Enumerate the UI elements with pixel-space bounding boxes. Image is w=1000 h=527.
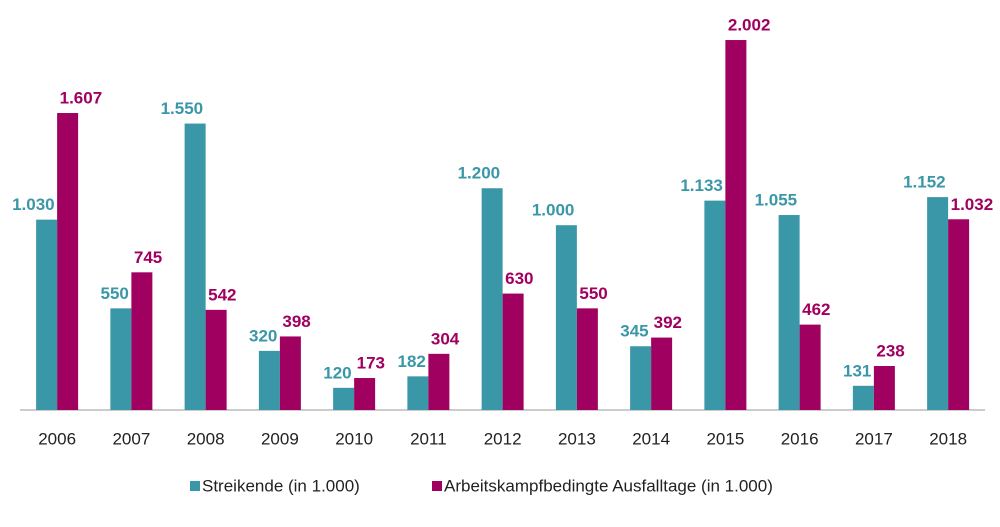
- value-label: 745: [134, 248, 162, 267]
- x-tick-label: 2014: [632, 429, 670, 448]
- x-tick-label: 2018: [929, 429, 967, 448]
- value-label: 1.133: [680, 176, 723, 195]
- bar: [555, 225, 577, 410]
- x-tick-label: 2007: [112, 429, 150, 448]
- bar: [725, 40, 747, 411]
- bar: [57, 113, 79, 410]
- value-label: 2.002: [728, 16, 771, 35]
- value-label: 392: [654, 313, 682, 332]
- bar: [258, 350, 280, 410]
- bar: [873, 366, 895, 410]
- value-label: 550: [579, 284, 607, 303]
- bar: [852, 385, 874, 410]
- value-label: 462: [802, 300, 830, 319]
- bar: [333, 387, 355, 410]
- x-tick-label: 2006: [38, 429, 76, 448]
- value-label: 345: [620, 322, 648, 341]
- bar: [36, 219, 58, 410]
- bar: [354, 378, 376, 410]
- x-tick-label: 2015: [706, 429, 744, 448]
- bar: [481, 188, 503, 410]
- value-label: 630: [505, 269, 533, 288]
- value-label: 542: [208, 285, 236, 304]
- value-label: 1.030: [12, 195, 55, 214]
- value-label: 320: [249, 326, 277, 345]
- x-tick-label: 2010: [335, 429, 373, 448]
- bar: [651, 337, 673, 410]
- value-label: 131: [843, 361, 871, 380]
- value-label: 182: [398, 352, 426, 371]
- x-tick-label: 2011: [410, 429, 447, 448]
- value-label: 238: [876, 342, 904, 361]
- value-label: 1.550: [161, 99, 204, 118]
- value-label: 1.152: [903, 173, 946, 192]
- value-label: 1.055: [755, 191, 798, 210]
- x-tick-label: 2017: [855, 429, 893, 448]
- x-tick-label: 2016: [781, 429, 819, 448]
- x-tick-label: 2012: [484, 429, 522, 448]
- bar: [407, 376, 429, 410]
- value-label: 1.032: [951, 195, 994, 214]
- legend-swatch: [432, 481, 442, 491]
- value-label: 398: [282, 312, 310, 331]
- bar: [948, 219, 970, 410]
- bar: [279, 336, 301, 410]
- value-label: 1.200: [458, 164, 501, 183]
- bar: [576, 308, 598, 410]
- bar: [110, 308, 132, 410]
- value-label: 173: [357, 354, 385, 373]
- value-label: 120: [323, 363, 351, 382]
- value-label: 550: [101, 284, 129, 303]
- bar: [799, 324, 821, 410]
- bar: [927, 197, 949, 410]
- bar: [428, 353, 450, 410]
- x-tick-label: 2009: [261, 429, 299, 448]
- x-tick-label: 2008: [187, 429, 225, 448]
- bar: [205, 309, 227, 410]
- value-label: 1.000: [532, 201, 575, 220]
- legend-label: Arbeitskampfbedingte Ausfalltage (in 1.0…: [444, 476, 773, 495]
- bar: [502, 293, 524, 410]
- bar: [184, 123, 206, 410]
- x-tick-label: 2013: [558, 429, 596, 448]
- bar: [131, 272, 153, 410]
- legend-swatch: [190, 481, 200, 491]
- bar: [778, 215, 800, 410]
- bar: [704, 200, 726, 410]
- value-label: 304: [431, 329, 460, 348]
- legend-label: Streikende (in 1.000): [202, 476, 360, 495]
- bar: [630, 346, 652, 410]
- value-label: 1.607: [60, 89, 103, 108]
